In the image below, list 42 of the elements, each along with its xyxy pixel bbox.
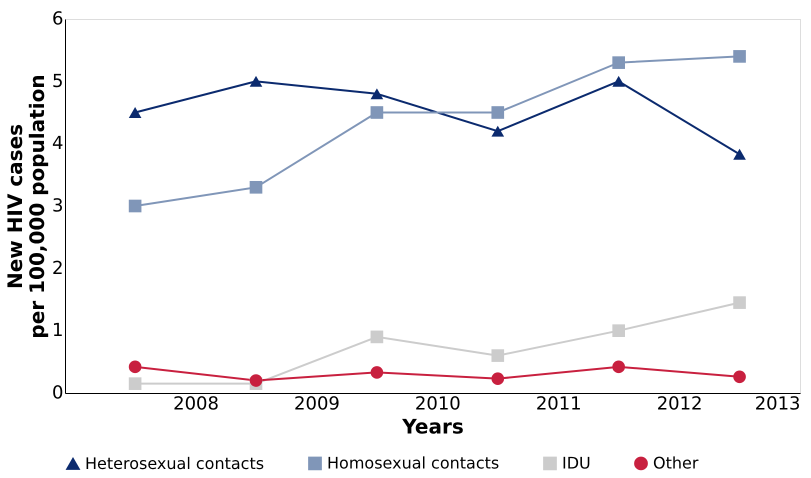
y-tick-label: 6	[52, 8, 64, 30]
y-tick-label: 5	[52, 70, 64, 92]
point	[612, 76, 625, 87]
x-axis-title: Years	[401, 414, 464, 438]
y-tick-label: 0	[52, 382, 64, 404]
legend-label: IDU	[562, 453, 591, 472]
y-tick-label: 3	[52, 196, 64, 216]
legend-label: Homosexual contacts	[327, 453, 500, 472]
x-tick-label: 2010	[414, 394, 461, 414]
y-tick-label: 4	[52, 133, 64, 154]
point	[128, 200, 142, 212]
point	[128, 377, 142, 390]
point	[612, 324, 625, 337]
point	[612, 56, 625, 69]
point	[250, 76, 262, 87]
point	[370, 330, 384, 344]
y-tick-label: 1	[52, 320, 64, 342]
point	[128, 360, 142, 374]
y-tick-label: 2	[52, 258, 64, 279]
point	[250, 374, 262, 387]
point	[250, 180, 262, 194]
y-axis-title: New HIV cases per 100,000 population	[3, 74, 50, 339]
point	[491, 372, 504, 385]
point	[491, 349, 504, 362]
legend-label: Heterosexual contacts	[85, 454, 264, 473]
x-tick-label: 2011	[536, 394, 582, 414]
legend-label: Other	[653, 453, 699, 472]
x-tick-label: 2008	[173, 394, 219, 414]
point	[733, 370, 746, 384]
x-tick-label: 2009	[294, 394, 340, 414]
point	[370, 366, 384, 379]
point	[733, 296, 746, 309]
point	[733, 50, 746, 63]
point	[128, 107, 142, 118]
point	[612, 360, 625, 374]
point	[733, 148, 746, 160]
point	[370, 88, 384, 100]
point	[491, 126, 504, 137]
x-tick-label: 2012	[656, 394, 703, 414]
x-tick-label: 2013	[754, 394, 800, 414]
point	[370, 106, 384, 119]
point	[491, 106, 504, 119]
